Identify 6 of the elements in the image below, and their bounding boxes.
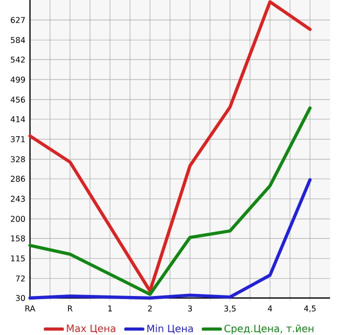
line-series xyxy=(28,0,312,293)
line-series xyxy=(28,106,312,296)
legend-label: Сред.Цена, т.йен xyxy=(224,324,314,334)
legend-label: Min Цена xyxy=(147,324,193,334)
legend-label: Max Цена xyxy=(66,324,116,334)
line-series xyxy=(28,178,312,300)
